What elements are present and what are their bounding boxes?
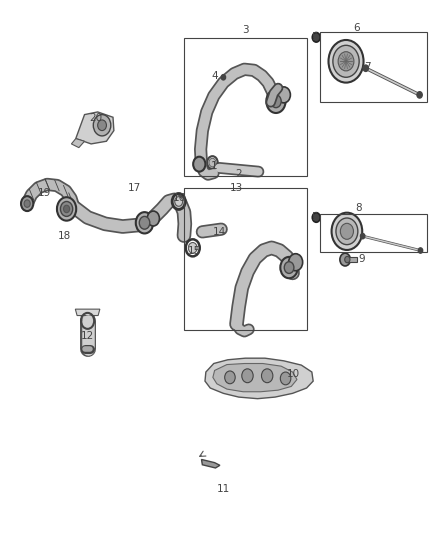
Circle shape xyxy=(363,65,368,71)
Circle shape xyxy=(21,196,33,211)
Bar xyxy=(320,32,427,102)
Circle shape xyxy=(193,157,205,172)
Circle shape xyxy=(336,218,358,245)
Text: 13: 13 xyxy=(230,183,243,192)
Polygon shape xyxy=(213,364,297,392)
Text: 5: 5 xyxy=(311,213,318,222)
Text: 11: 11 xyxy=(217,484,230,494)
Circle shape xyxy=(280,257,298,278)
Circle shape xyxy=(280,372,291,385)
Text: 6: 6 xyxy=(353,23,360,33)
Circle shape xyxy=(340,253,350,266)
Circle shape xyxy=(139,216,150,229)
Text: 15: 15 xyxy=(188,246,201,255)
Text: 17: 17 xyxy=(128,183,141,192)
Circle shape xyxy=(312,33,320,42)
Circle shape xyxy=(360,233,365,239)
Circle shape xyxy=(242,369,253,383)
Text: 10: 10 xyxy=(287,369,300,379)
Polygon shape xyxy=(76,112,114,144)
Polygon shape xyxy=(71,139,85,148)
Text: 12: 12 xyxy=(81,331,94,341)
Circle shape xyxy=(332,213,362,250)
Polygon shape xyxy=(205,358,313,399)
Circle shape xyxy=(136,212,153,233)
Circle shape xyxy=(60,201,73,216)
Circle shape xyxy=(98,120,106,131)
Text: 8: 8 xyxy=(355,203,362,213)
Circle shape xyxy=(57,197,76,221)
Circle shape xyxy=(261,369,273,383)
Circle shape xyxy=(225,371,235,384)
Circle shape xyxy=(338,52,354,71)
Text: 7: 7 xyxy=(364,62,371,71)
Text: 5: 5 xyxy=(311,33,318,42)
Circle shape xyxy=(333,45,359,77)
Text: 20: 20 xyxy=(89,114,102,123)
Circle shape xyxy=(312,213,320,222)
Circle shape xyxy=(417,92,422,98)
Circle shape xyxy=(175,197,183,206)
Bar xyxy=(320,214,427,252)
Circle shape xyxy=(209,158,216,167)
Circle shape xyxy=(289,254,303,271)
Circle shape xyxy=(271,95,281,108)
Circle shape xyxy=(221,75,226,80)
Circle shape xyxy=(345,256,350,263)
Text: 14: 14 xyxy=(212,227,226,237)
Bar xyxy=(184,188,307,330)
Circle shape xyxy=(93,115,111,136)
Circle shape xyxy=(188,243,197,253)
Text: 3: 3 xyxy=(242,26,249,35)
Bar xyxy=(347,257,357,262)
Text: 2: 2 xyxy=(235,169,242,179)
Circle shape xyxy=(24,200,30,207)
Text: 18: 18 xyxy=(58,231,71,240)
Circle shape xyxy=(328,40,364,83)
Circle shape xyxy=(340,223,353,239)
Circle shape xyxy=(418,248,423,253)
Polygon shape xyxy=(81,316,94,321)
Polygon shape xyxy=(201,459,220,468)
Circle shape xyxy=(64,205,70,213)
Polygon shape xyxy=(75,309,100,316)
Text: 9: 9 xyxy=(358,254,365,263)
Circle shape xyxy=(277,87,290,103)
Circle shape xyxy=(266,90,286,113)
Text: 4: 4 xyxy=(211,71,218,81)
Text: 1: 1 xyxy=(211,161,218,171)
Circle shape xyxy=(147,211,159,226)
Text: 16: 16 xyxy=(173,193,186,203)
Text: 19: 19 xyxy=(38,188,51,198)
Circle shape xyxy=(284,262,294,273)
Bar xyxy=(184,38,307,176)
